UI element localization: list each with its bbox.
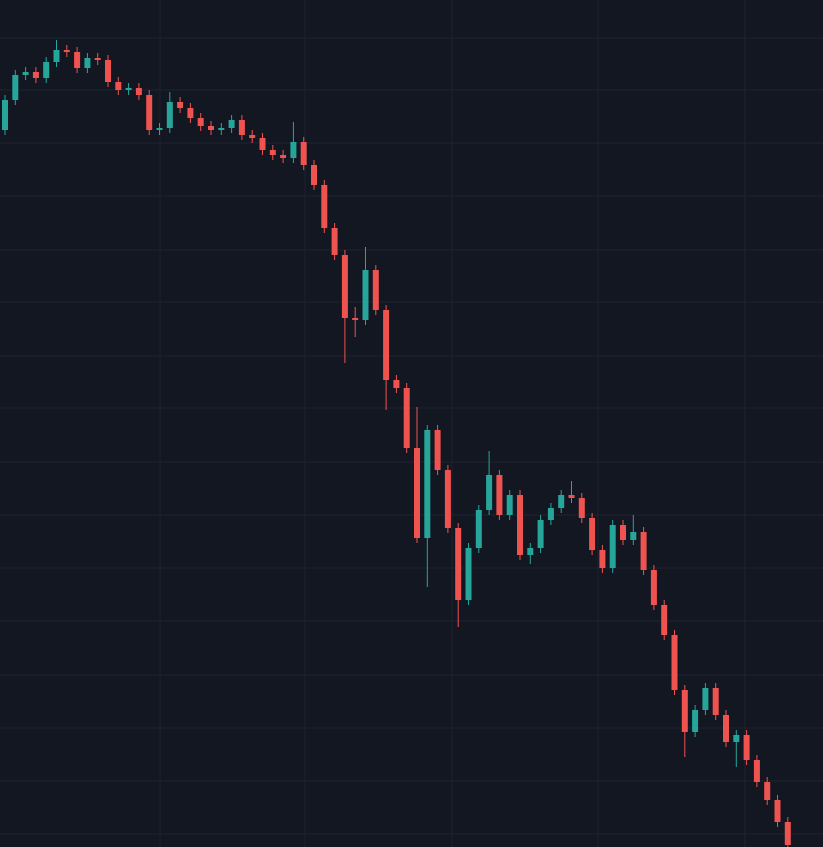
candle-body bbox=[558, 495, 565, 508]
candle-body bbox=[609, 525, 616, 568]
candle-body bbox=[403, 388, 410, 448]
candle-body bbox=[300, 142, 307, 165]
candle-body bbox=[125, 88, 132, 90]
candle-body bbox=[115, 82, 122, 90]
candle-body bbox=[784, 822, 791, 845]
candle-body bbox=[311, 165, 317, 185]
candle-body bbox=[187, 108, 194, 118]
candle-body bbox=[166, 102, 173, 128]
candle-body bbox=[269, 150, 276, 155]
candle-body bbox=[712, 688, 719, 715]
candle-body bbox=[43, 62, 50, 78]
candle-body bbox=[465, 548, 472, 600]
candle-body bbox=[434, 430, 441, 470]
candle-body bbox=[589, 518, 596, 550]
candle-body bbox=[599, 550, 606, 568]
candle-body bbox=[228, 120, 235, 128]
candle-body bbox=[105, 60, 111, 82]
candle-body bbox=[650, 570, 657, 605]
candle-body bbox=[362, 270, 369, 320]
candle-body bbox=[94, 58, 101, 60]
candle-body bbox=[414, 448, 420, 538]
candle-body bbox=[517, 495, 523, 555]
candle-body bbox=[197, 118, 204, 126]
candle-body bbox=[32, 72, 39, 78]
candle-body bbox=[506, 495, 513, 515]
candle-body bbox=[547, 508, 554, 520]
candle-body bbox=[753, 760, 760, 782]
candle-body bbox=[496, 475, 503, 515]
candle-body bbox=[331, 228, 338, 255]
candle-body bbox=[208, 126, 214, 130]
candle-body bbox=[249, 135, 256, 138]
candle-body bbox=[74, 52, 81, 68]
candle-body bbox=[620, 525, 626, 540]
candle-body bbox=[290, 142, 297, 158]
candle-body bbox=[475, 510, 482, 548]
candle-body bbox=[723, 715, 729, 742]
candle-body bbox=[177, 102, 184, 108]
candle-body bbox=[383, 310, 390, 380]
candle-body bbox=[671, 635, 678, 690]
candle-body bbox=[12, 75, 19, 100]
candle-body bbox=[341, 255, 348, 318]
candle-body bbox=[640, 532, 647, 570]
candle-body bbox=[764, 782, 771, 800]
candle-body bbox=[84, 58, 91, 68]
candle-body bbox=[774, 800, 781, 822]
candle-body bbox=[321, 185, 328, 228]
candle-body bbox=[661, 605, 668, 635]
candle-body bbox=[537, 520, 544, 548]
candle-body bbox=[218, 128, 225, 130]
candle-body bbox=[352, 318, 359, 320]
candle-body bbox=[259, 138, 266, 150]
candle-body bbox=[630, 532, 637, 540]
candle-body bbox=[53, 50, 60, 62]
candle-body bbox=[486, 475, 493, 510]
candle-body bbox=[280, 155, 287, 158]
candle-body bbox=[743, 735, 750, 760]
candle-body bbox=[156, 128, 163, 130]
candle-body bbox=[372, 270, 379, 310]
candle-body bbox=[135, 88, 142, 95]
candle-body bbox=[444, 470, 451, 528]
candle-body bbox=[578, 498, 585, 518]
candle-body bbox=[733, 735, 740, 742]
candle-body bbox=[681, 690, 688, 732]
candle-body bbox=[527, 548, 534, 555]
candle-body bbox=[238, 120, 245, 135]
candle-body bbox=[702, 688, 709, 710]
candle-body bbox=[393, 380, 400, 388]
candle-body bbox=[568, 495, 575, 498]
candle-body bbox=[455, 528, 462, 600]
candle-body bbox=[692, 710, 699, 732]
candle-body bbox=[22, 72, 29, 75]
candle-body bbox=[424, 430, 431, 538]
candle-body bbox=[2, 100, 8, 130]
candle-body bbox=[146, 95, 153, 130]
candle-body bbox=[63, 50, 70, 52]
